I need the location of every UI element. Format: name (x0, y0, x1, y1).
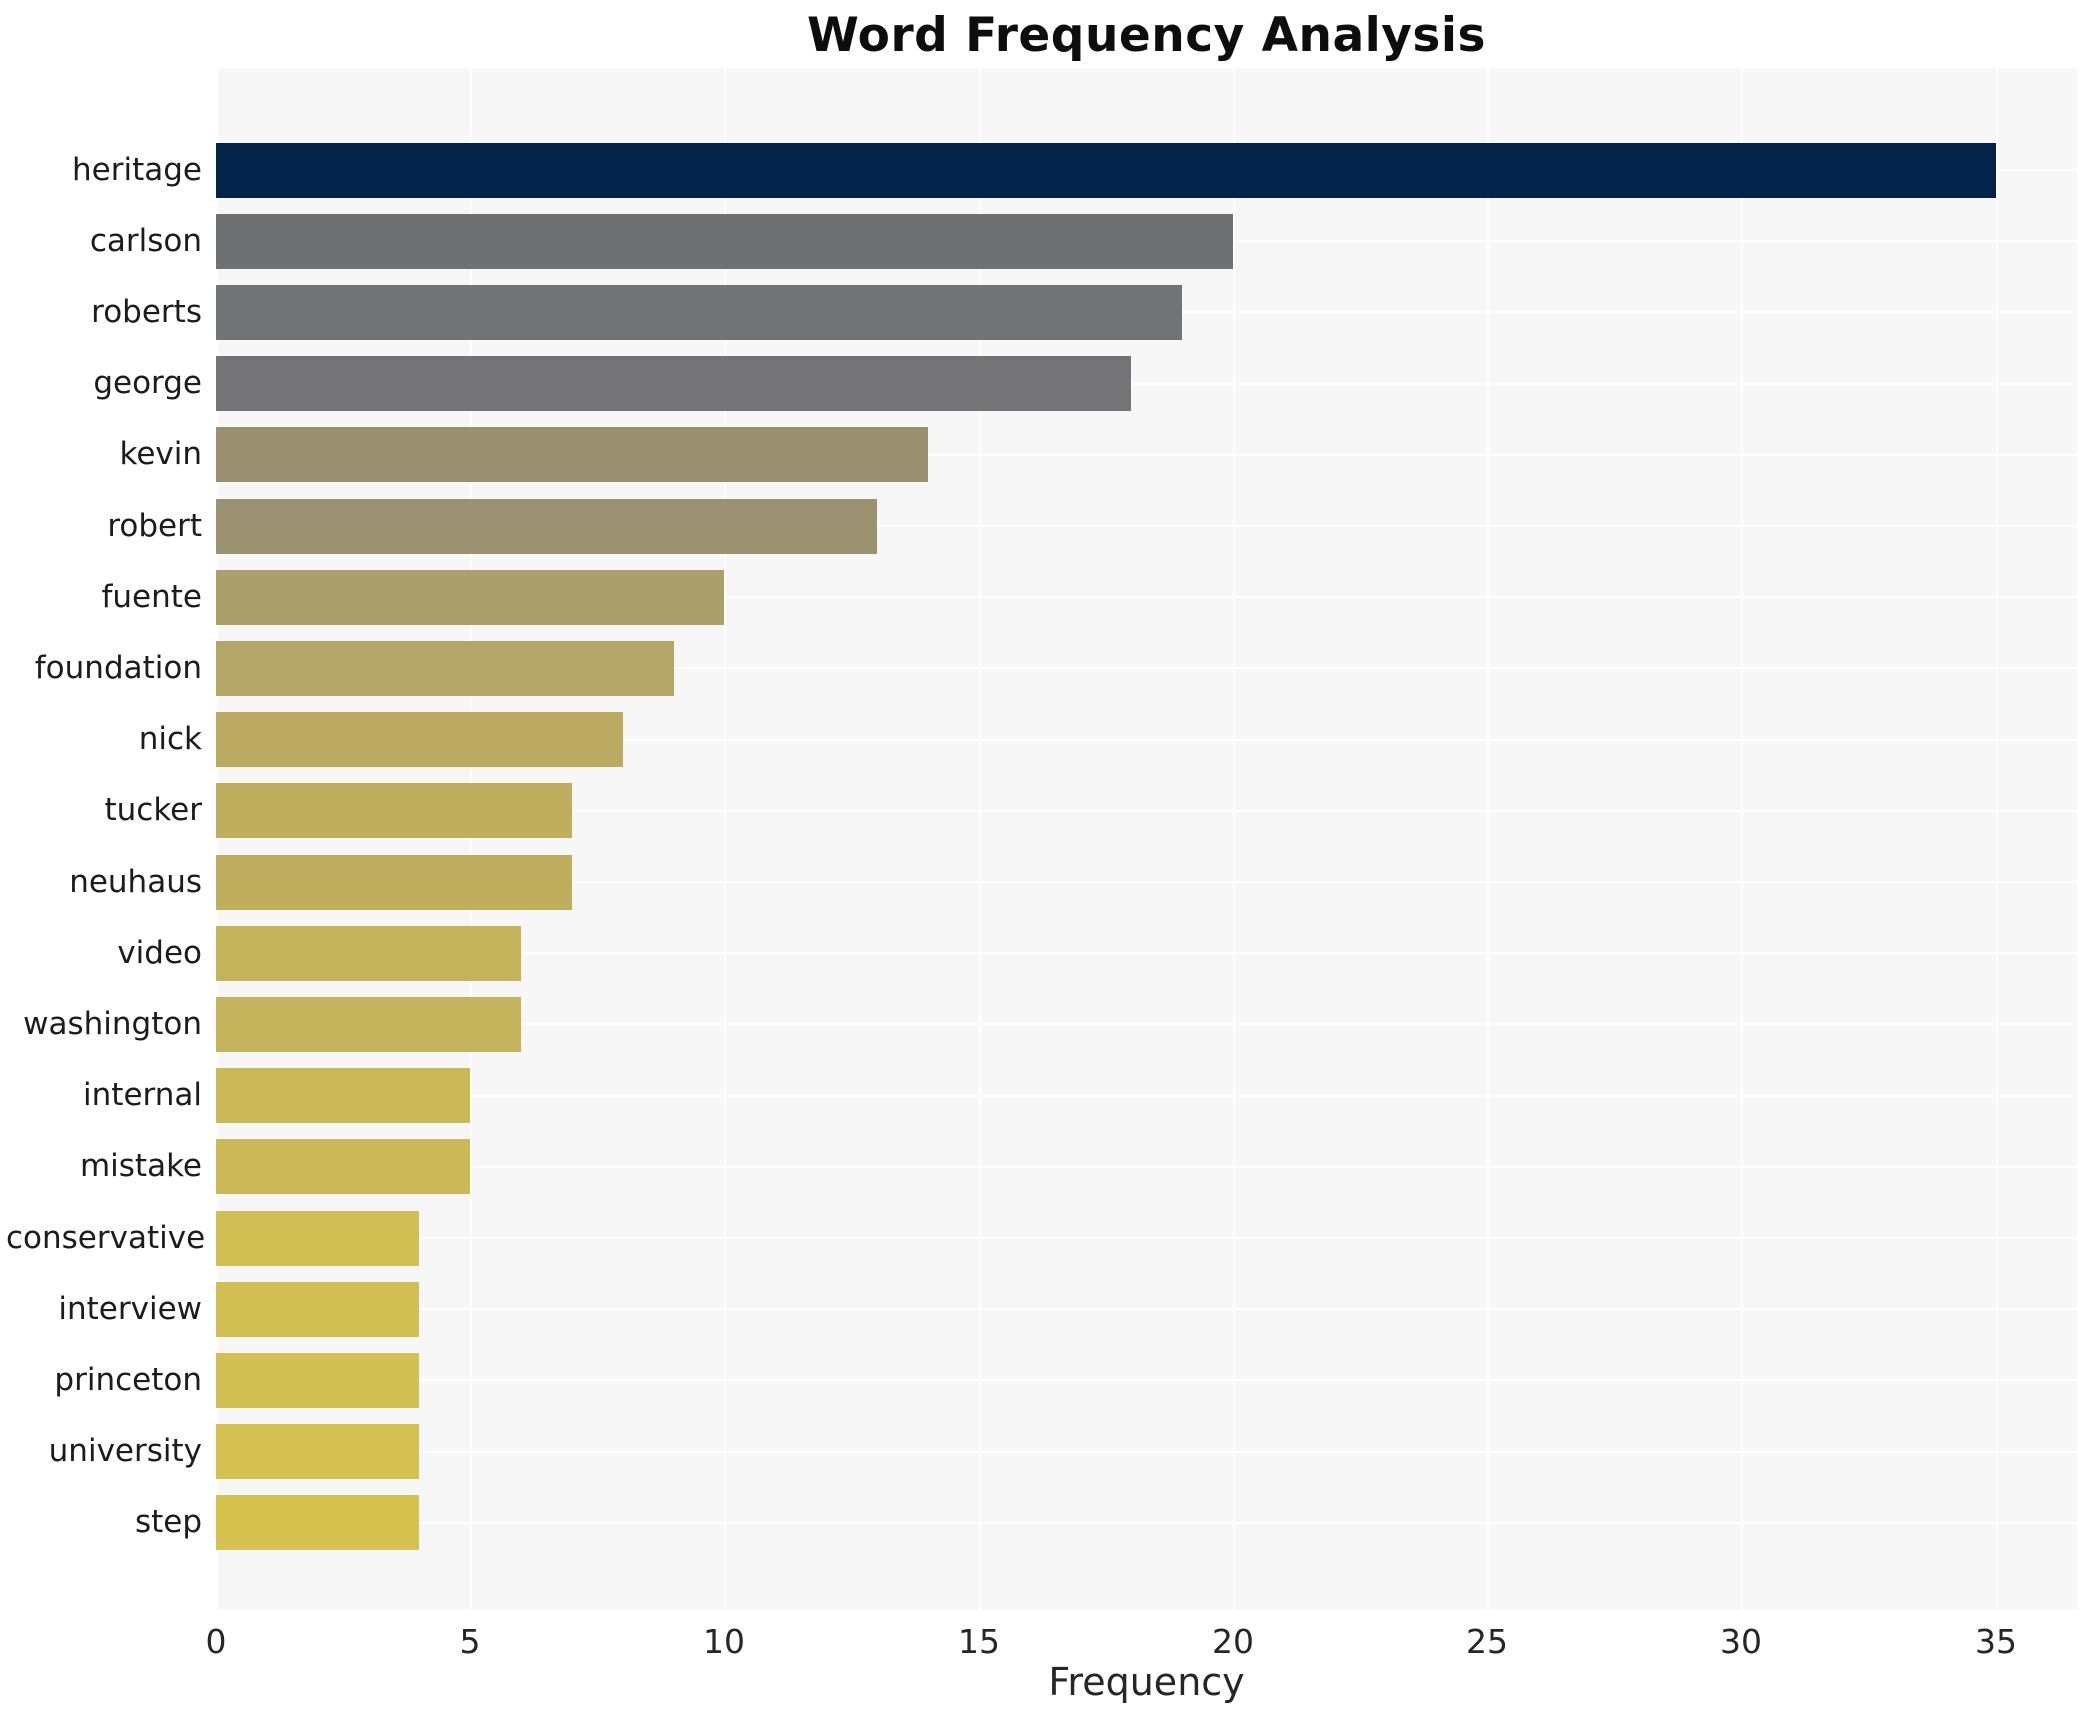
bar-roberts (216, 285, 1182, 340)
x-tick-label-35: 35 (1975, 1622, 2017, 1661)
bar-washington (216, 997, 521, 1052)
x-gridline-20 (1233, 68, 1235, 1610)
x-tick-label-20: 20 (1212, 1622, 1254, 1661)
y-gridline-university (216, 1451, 2077, 1453)
x-tick-label-25: 25 (1466, 1622, 1508, 1661)
bar-tucker (216, 783, 572, 838)
bar-carlson (216, 214, 1233, 269)
y-tick-label-fuente: fuente (101, 579, 202, 615)
bar-video (216, 926, 521, 981)
x-gridline-15 (979, 68, 981, 1610)
bar-interview (216, 1282, 419, 1337)
y-gridline-fuente (216, 596, 2077, 598)
y-tick-label-heritage: heritage (72, 152, 202, 188)
x-tick-label-15: 15 (958, 1622, 1000, 1661)
plot-area (216, 68, 2077, 1610)
bar-university (216, 1424, 419, 1479)
y-gridline-princeton (216, 1379, 2077, 1381)
y-gridline-kevin (216, 454, 2077, 456)
y-gridline-mistake (216, 1166, 2077, 1168)
bar-step (216, 1495, 419, 1550)
y-tick-label-kevin: kevin (119, 436, 202, 472)
y-gridline-interview (216, 1308, 2077, 1310)
chart-title: Word Frequency Analysis (807, 8, 1486, 63)
x-gridline-30 (1741, 68, 1743, 1610)
bar-robert (216, 499, 877, 554)
x-gridline-5 (470, 68, 472, 1610)
x-gridline-10 (724, 68, 726, 1610)
x-tick-label-30: 30 (1720, 1622, 1762, 1661)
y-tick-label-princeton: princeton (54, 1362, 202, 1398)
y-tick-label-roberts: roberts (91, 294, 202, 330)
y-tick-label-washington: washington (23, 1006, 202, 1042)
bar-foundation (216, 641, 674, 696)
y-gridline-video (216, 952, 2077, 954)
y-gridline-foundation (216, 667, 2077, 669)
y-gridline-tucker (216, 810, 2077, 812)
bar-princeton (216, 1353, 419, 1408)
y-tick-label-carlson: carlson (89, 223, 202, 259)
y-gridline-internal (216, 1095, 2077, 1097)
y-tick-label-interview: interview (58, 1291, 202, 1327)
y-tick-label-george: george (93, 365, 202, 401)
bar-internal (216, 1068, 470, 1123)
y-gridline-conservative (216, 1237, 2077, 1239)
y-tick-label-video: video (117, 935, 202, 971)
bar-nick (216, 712, 623, 767)
bar-fuente (216, 570, 724, 625)
y-tick-label-conservative: conservative (6, 1220, 206, 1256)
y-gridline-washington (216, 1023, 2077, 1025)
y-tick-label-university: university (48, 1433, 202, 1469)
y-tick-label-tucker: tucker (104, 792, 202, 828)
y-tick-label-robert: robert (107, 508, 202, 544)
y-gridline-step (216, 1522, 2077, 1524)
x-gridline-35 (1996, 68, 1998, 1610)
y-gridline-george (216, 383, 2077, 385)
bar-george (216, 356, 1131, 411)
y-tick-label-neuhaus: neuhaus (69, 864, 202, 900)
y-tick-label-nick: nick (138, 721, 202, 757)
x-tick-label-10: 10 (703, 1622, 745, 1661)
y-gridline-nick (216, 739, 2077, 741)
y-tick-label-step: step (134, 1504, 202, 1540)
x-axis-title: Frequency (1048, 1660, 1245, 1704)
bar-kevin (216, 427, 928, 482)
bar-heritage (216, 143, 1996, 198)
bar-conservative (216, 1211, 419, 1266)
y-gridline-robert (216, 525, 2077, 527)
y-tick-label-foundation: foundation (34, 650, 202, 686)
y-gridline-neuhaus (216, 881, 2077, 883)
bar-mistake (216, 1139, 470, 1194)
bar-neuhaus (216, 855, 572, 910)
x-gridline-0 (216, 68, 218, 1610)
x-tick-label-5: 5 (459, 1622, 481, 1661)
y-tick-label-mistake: mistake (79, 1148, 202, 1184)
y-tick-label-internal: internal (83, 1077, 202, 1113)
x-tick-label-0: 0 (205, 1622, 227, 1661)
x-gridline-25 (1487, 68, 1489, 1610)
